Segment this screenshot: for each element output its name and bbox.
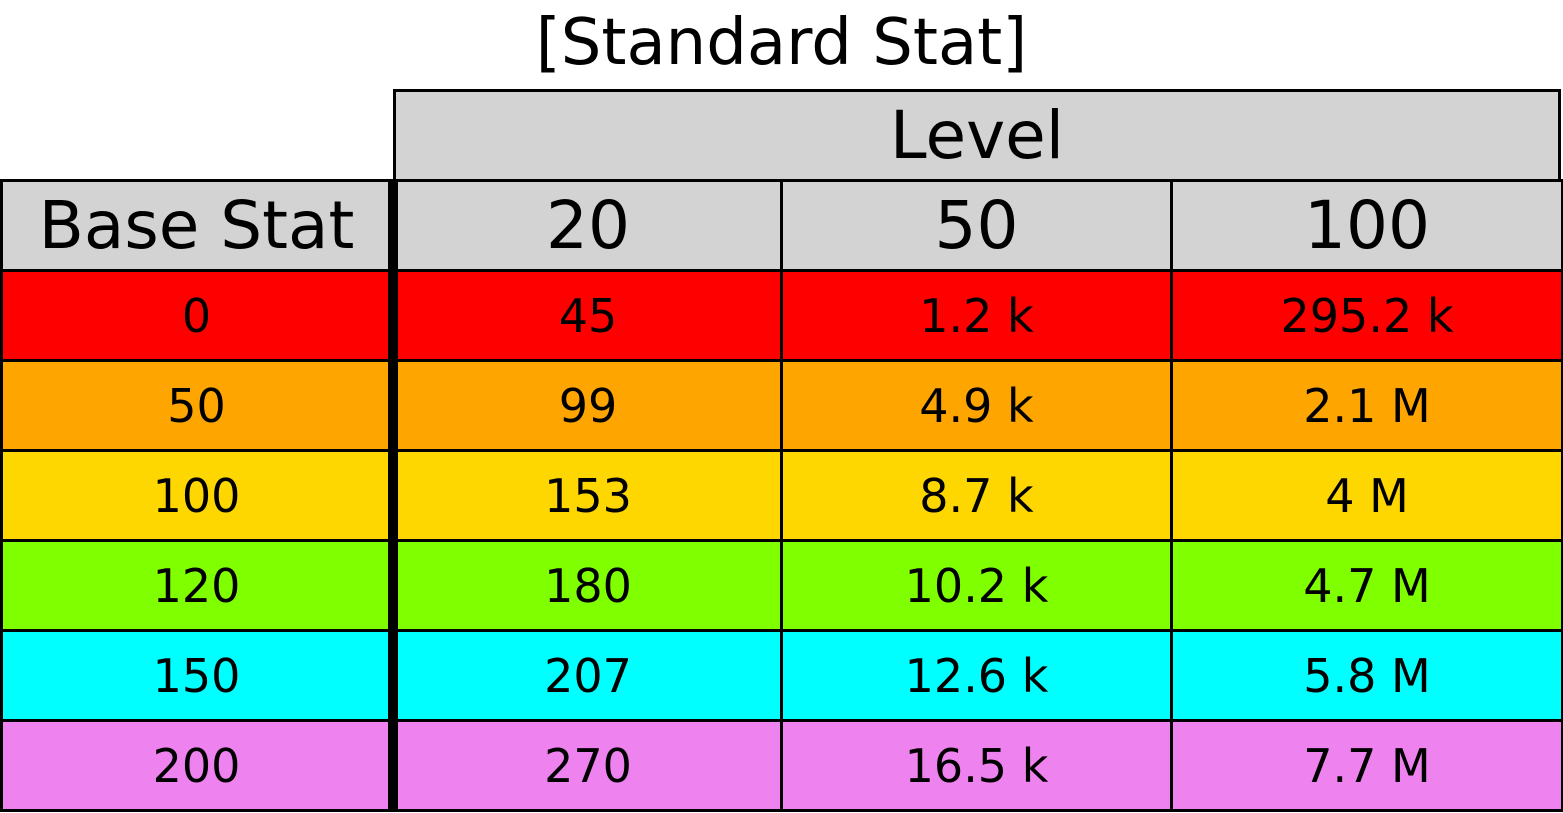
stat-value-cell: 295.2 k <box>1170 269 1563 362</box>
column-divider <box>388 179 398 811</box>
base-stat-cell: 100 <box>0 449 393 542</box>
stat-value-cell: 12.6 k <box>780 629 1173 722</box>
stat-value-cell: 153 <box>393 449 783 542</box>
stat-value-cell: 7.7 M <box>1170 719 1563 812</box>
stat-value-cell: 2.1 M <box>1170 359 1563 452</box>
stat-value-cell: 207 <box>393 629 783 722</box>
stat-value-cell: 4.7 M <box>1170 539 1563 632</box>
stat-value-cell: 99 <box>393 359 783 452</box>
stat-value-cell: 5.8 M <box>1170 629 1563 722</box>
stat-value-cell: 270 <box>393 719 783 812</box>
stat-value-cell: 45 <box>393 269 783 362</box>
level-group-header: Level <box>393 89 1561 182</box>
stat-value-cell: 10.2 k <box>780 539 1173 632</box>
base-stat-cell: 0 <box>0 269 393 362</box>
stat-value-cell: 4.9 k <box>780 359 1173 452</box>
stat-value-cell: 180 <box>393 539 783 632</box>
base-stat-cell: 120 <box>0 539 393 632</box>
base-stat-cell: 200 <box>0 719 393 812</box>
level-column-header: 20 <box>393 179 783 272</box>
table-title: [Standard Stat] <box>535 6 1028 80</box>
stat-value-cell: 16.5 k <box>780 719 1173 812</box>
base-stat-cell: 50 <box>0 359 393 452</box>
level-column-header: 50 <box>780 179 1173 272</box>
level-column-header: 100 <box>1170 179 1563 272</box>
stat-value-cell: 4 M <box>1170 449 1563 542</box>
stat-value-cell: 8.7 k <box>780 449 1173 542</box>
base-stat-header: Base Stat <box>0 179 393 272</box>
base-stat-cell: 150 <box>0 629 393 722</box>
stat-value-cell: 1.2 k <box>780 269 1173 362</box>
